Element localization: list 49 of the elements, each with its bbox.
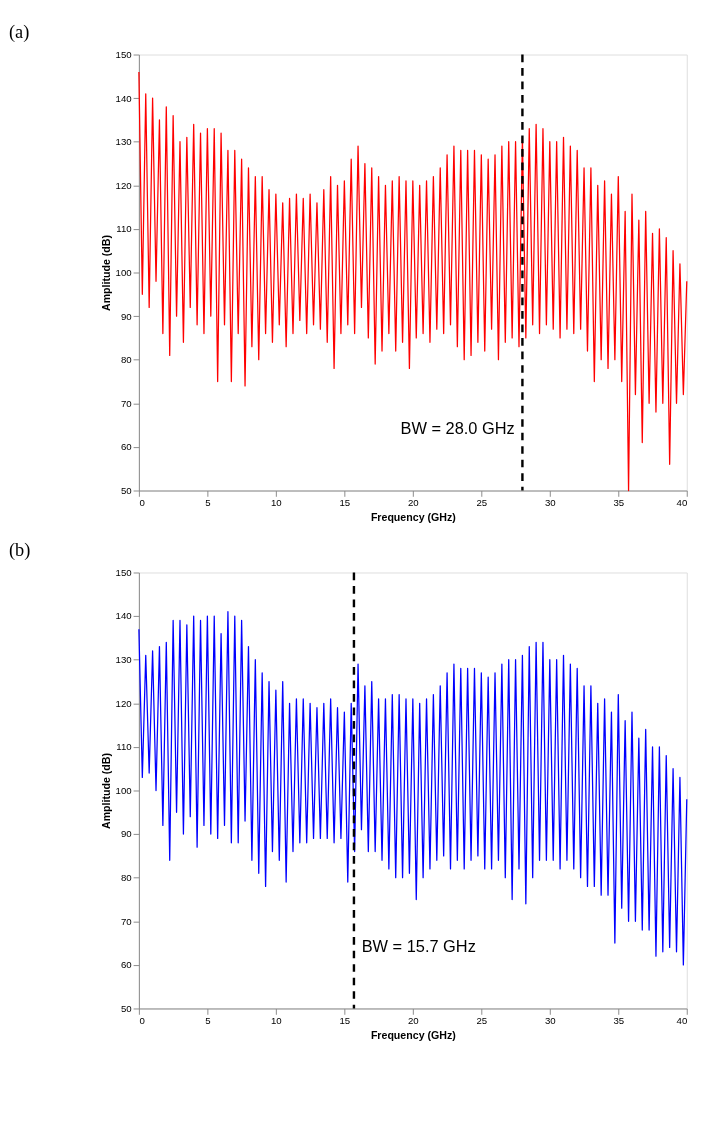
chart-title: (a) xyxy=(8,22,30,44)
x-tick-label: 10 xyxy=(270,497,282,509)
x-tick-label: 20 xyxy=(407,1015,419,1027)
y-tick-label: 110 xyxy=(116,741,132,753)
y-tick-label: 50 xyxy=(120,484,132,496)
x-tick-label: 0 xyxy=(139,497,145,509)
y-tick-label: 100 xyxy=(115,784,132,796)
y-tick-label: 140 xyxy=(115,92,132,104)
y-tick-label: 80 xyxy=(120,354,132,366)
x-tick-label: 15 xyxy=(339,497,351,509)
ref-line-label: BW = 15.7 GHz xyxy=(361,937,476,956)
x-tick-label: 15 xyxy=(339,1015,351,1027)
x-tick-label: 25 xyxy=(476,497,488,509)
x-tick-label: 5 xyxy=(205,1015,211,1027)
chart-title: (b) xyxy=(8,540,31,562)
x-tick-label: 40 xyxy=(676,1015,688,1027)
y-axis-title: Amplitude (dB) xyxy=(99,752,112,829)
x-tick-label: 10 xyxy=(270,1015,282,1027)
y-tick-label: 130 xyxy=(115,136,132,148)
x-tick-label: 0 xyxy=(139,1015,145,1027)
x-tick-label: 5 xyxy=(205,497,211,509)
y-axis-title: Amplitude (dB) xyxy=(99,235,112,312)
x-tick-label: 35 xyxy=(613,1015,625,1027)
x-tick-label: 30 xyxy=(544,1015,556,1027)
x-axis-title: Frequency (GHz) xyxy=(370,1028,456,1041)
y-tick-label: 130 xyxy=(115,654,132,666)
y-tick-label: 140 xyxy=(115,610,132,622)
y-tick-label: 70 xyxy=(120,915,132,927)
x-tick-label: 30 xyxy=(544,497,556,509)
x-tick-label: 20 xyxy=(407,497,419,509)
x-tick-label: 35 xyxy=(613,497,625,509)
ref-line-label: BW = 28.0 GHz xyxy=(400,419,515,438)
x-tick-label: 25 xyxy=(476,1015,488,1027)
x-tick-label: 40 xyxy=(676,497,688,509)
y-tick-label: 90 xyxy=(120,828,132,840)
y-tick-label: 60 xyxy=(120,959,132,971)
x-axis-title: Frequency (GHz) xyxy=(370,510,456,523)
y-tick-label: 110 xyxy=(116,223,132,235)
y-tick-label: 150 xyxy=(115,48,132,60)
line-series xyxy=(138,611,688,966)
y-tick-label: 120 xyxy=(115,179,132,191)
y-tick-label: 120 xyxy=(115,697,132,709)
y-tick-label: 50 xyxy=(120,1002,132,1014)
y-tick-label: 60 xyxy=(120,441,132,453)
y-tick-label: 100 xyxy=(115,266,132,278)
y-tick-label: 90 xyxy=(120,310,132,322)
y-tick-label: 70 xyxy=(120,397,132,409)
y-tick-label: 150 xyxy=(115,566,132,578)
y-tick-label: 80 xyxy=(120,872,132,884)
